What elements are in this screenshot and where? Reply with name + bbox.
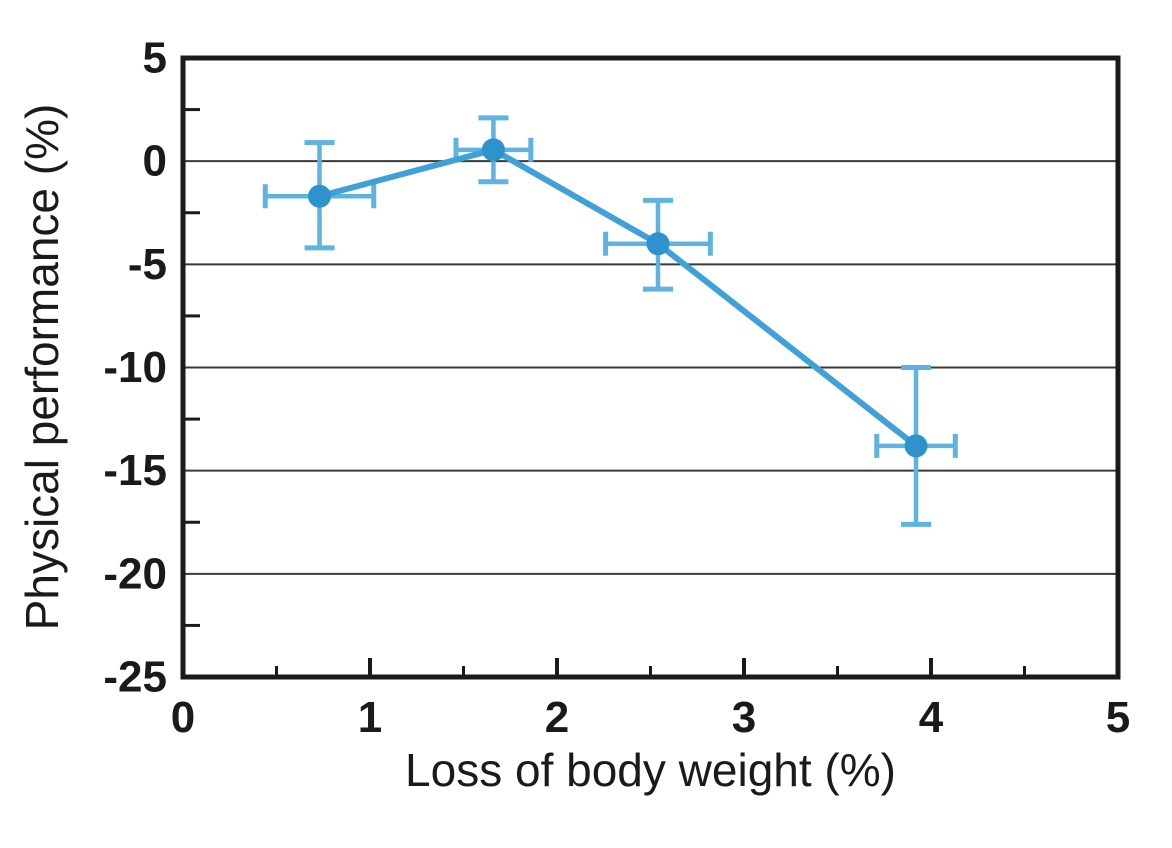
x-tick-label: 5 (1106, 693, 1130, 742)
y-tick-label: -20 (103, 549, 167, 598)
data-point-marker (308, 184, 332, 208)
data-line (316, 146, 920, 449)
y-tick-label: -25 (103, 653, 167, 702)
y-tick-label: 0 (143, 137, 167, 186)
y-tick-label: -10 (103, 343, 167, 392)
data-point-marker (904, 434, 928, 458)
data-point-marker (646, 232, 670, 256)
plot-border (180, 55, 1121, 680)
x-axis-title: Loss of body weight (%) (405, 744, 896, 796)
x-tick-label: 1 (358, 693, 382, 742)
y-tick-label: -15 (103, 446, 167, 495)
y-tick-label: -5 (128, 240, 167, 289)
data-point-marker (481, 138, 505, 162)
y-tick-label: 5 (143, 34, 167, 83)
x-tick-label: 0 (171, 693, 195, 742)
x-tick-label: 2 (545, 693, 569, 742)
x-tick-label: 4 (919, 693, 944, 742)
y-axis-title: Physical performance (%) (16, 103, 68, 631)
x-tick-label: 3 (732, 693, 756, 742)
